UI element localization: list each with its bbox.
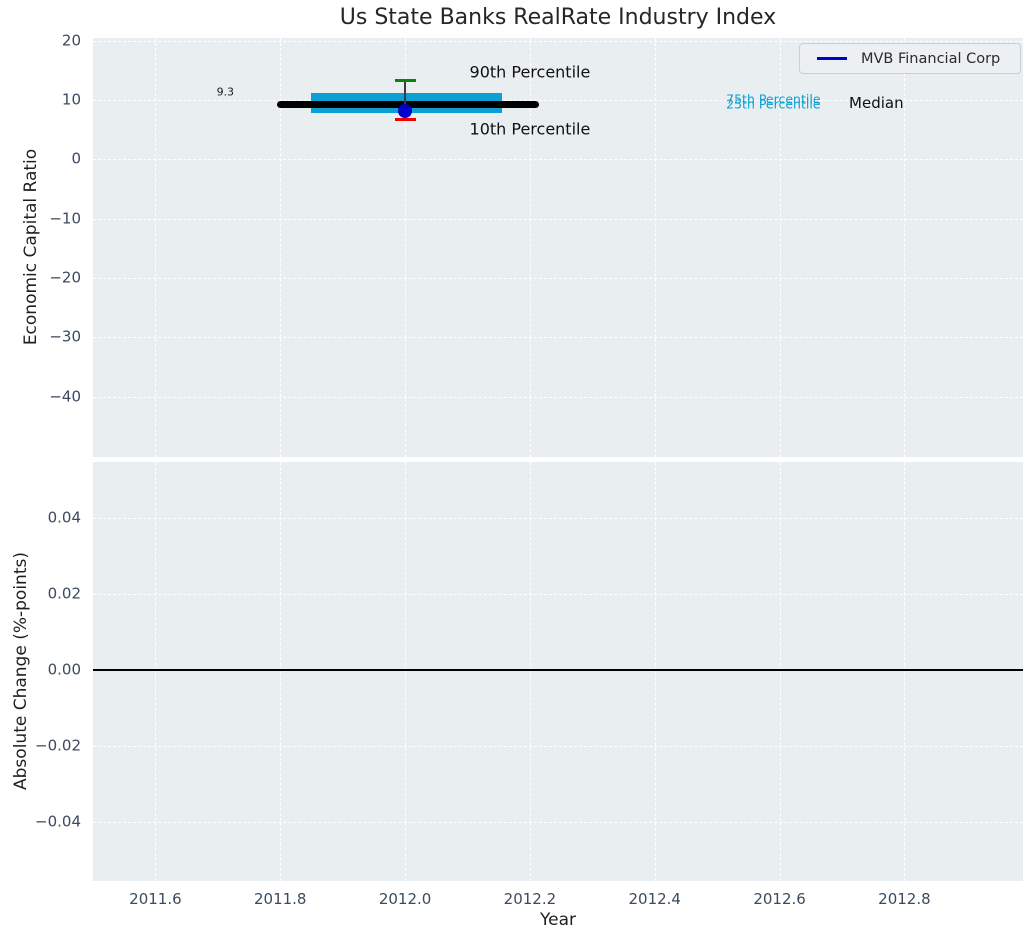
annotation-text: Median bbox=[849, 94, 904, 113]
p10-cap bbox=[394, 117, 416, 121]
annotation-text: 75th Percentile bbox=[726, 91, 821, 107]
y-tick-label: −40 bbox=[49, 387, 81, 406]
gridline bbox=[93, 159, 1023, 161]
legend: MVB Financial Corp bbox=[799, 43, 1021, 74]
y-tick-label: 10 bbox=[61, 90, 81, 109]
x-tick-label: 2012.8 bbox=[878, 890, 931, 908]
gridline bbox=[93, 518, 1023, 520]
gridline bbox=[654, 38, 656, 457]
gridline bbox=[155, 462, 157, 881]
x-axis-label: Year bbox=[540, 910, 576, 930]
x-tick-label: 2012.6 bbox=[753, 890, 806, 908]
gridline bbox=[280, 38, 282, 457]
gridline bbox=[405, 462, 407, 881]
gridline bbox=[779, 38, 781, 457]
annotation-text: 25th Percentile bbox=[726, 96, 821, 112]
chart-title: Us State Banks RealRate Industry Index bbox=[339, 5, 777, 30]
zero-reference-line bbox=[93, 669, 1023, 672]
gridline bbox=[93, 100, 1023, 102]
x-tick-label: 2011.8 bbox=[253, 890, 307, 908]
gridline bbox=[904, 462, 906, 881]
annotation-text: 90th Percentile bbox=[469, 62, 591, 82]
x-tick-label: 2012.0 bbox=[378, 890, 432, 908]
legend-label: MVB Financial Corp bbox=[861, 50, 1001, 67]
gridline bbox=[654, 462, 656, 881]
gridline bbox=[93, 40, 1023, 42]
legend-line-swatch bbox=[817, 57, 847, 60]
gridline bbox=[93, 278, 1023, 280]
gridline bbox=[93, 218, 1023, 220]
y-tick-label: −10 bbox=[49, 209, 81, 228]
y-axis-label-top: Economic Capital Ratio bbox=[21, 148, 41, 346]
x-tick-label: 2012.2 bbox=[503, 890, 557, 908]
gridline bbox=[93, 396, 1023, 398]
gridline bbox=[779, 462, 781, 881]
p90-cap bbox=[394, 78, 416, 82]
gridline bbox=[93, 746, 1023, 748]
gridline bbox=[529, 38, 531, 457]
y-tick-label: 20 bbox=[61, 31, 81, 50]
gridline bbox=[904, 38, 906, 457]
gridline bbox=[93, 822, 1023, 824]
x-tick-label: 2011.6 bbox=[129, 890, 182, 908]
x-tick-label: 2012.4 bbox=[628, 890, 681, 908]
y-tick-label: −30 bbox=[49, 327, 81, 346]
gridline bbox=[155, 38, 157, 457]
median-line bbox=[277, 100, 540, 108]
bottom-subplot: 0.04 0.02 0.00 −0.02 −0.04 2011.6 2011.8 2012.0… bbox=[35, 462, 1023, 908]
y-tick-label: 0 bbox=[71, 150, 81, 169]
y-tick-label: 0.00 bbox=[47, 660, 81, 679]
company-data-point bbox=[398, 104, 413, 119]
y-tick-label: −0.02 bbox=[35, 736, 81, 755]
gridline bbox=[529, 462, 531, 881]
annotation-text: 10th Percentile bbox=[469, 119, 591, 139]
y-tick-label: 0.02 bbox=[47, 584, 81, 603]
annotation-text: 9.3 bbox=[216, 85, 235, 99]
top-subplot: MVB Financial Corp 20 10 0 −10 −20 −30 −40 9.3 9… bbox=[49, 32, 1023, 457]
gridline bbox=[93, 337, 1023, 339]
y-tick-label: 0.04 bbox=[47, 508, 81, 527]
y-tick-label: −20 bbox=[49, 268, 81, 287]
gridline bbox=[280, 462, 282, 881]
y-tick-label: −0.04 bbox=[35, 812, 81, 831]
gridline bbox=[405, 38, 407, 457]
gridline bbox=[93, 594, 1023, 596]
percentile-whisker-line bbox=[404, 80, 406, 120]
